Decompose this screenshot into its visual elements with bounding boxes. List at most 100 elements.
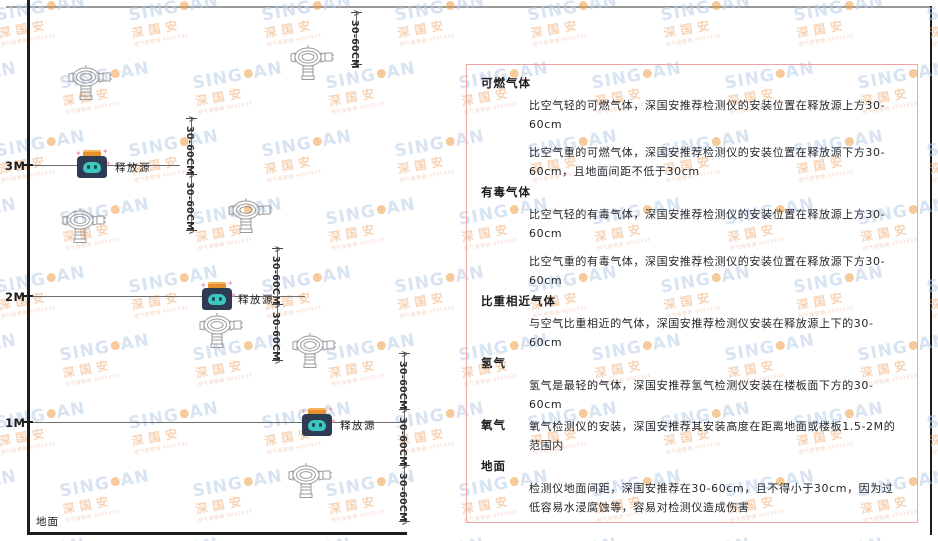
watermark-tagline: 燃气报警器 4001434	[197, 372, 253, 389]
watermark-tagline: 燃气报警器 4001434	[0, 32, 56, 49]
dimension-arrow-icon	[272, 360, 283, 361]
gas-detector-glyph	[62, 208, 106, 243]
section-body: 比空气轻的可燃气体，深国安推荐检测仪的安装位置在释放源上方30-60cm 比空气重…	[481, 96, 903, 181]
dimension-arrow-icon	[351, 12, 362, 13]
section-title: 有毒气体	[481, 185, 531, 199]
gas-detector-icon	[286, 460, 332, 502]
gas-detector-glyph	[68, 65, 112, 100]
gas-detector-glyph	[199, 313, 243, 348]
dimension-label: 30-60CM	[397, 361, 408, 410]
source-lead-line	[332, 422, 402, 423]
section-paragraph: 比空气轻的可燃气体，深国安推荐检测仪的安装位置在释放源上方30-60cm	[529, 99, 886, 131]
recommendation-section: 氢气 氢气是最轻的气体，深国安推荐氢气检测仪安装在楼板面下方的30-60cm	[481, 355, 903, 414]
watermark-tagline: 燃气报警器 4001434	[798, 32, 854, 49]
section-paragraph: 与空气比重相近的气体，深国安推荐检测仪安装在释放源上下的30-60cm	[529, 317, 874, 349]
gas-detector-glyph	[288, 463, 332, 498]
watermark-tagline: 燃气报警器 4001434	[64, 372, 120, 389]
section-paragraph: 比空气重的有毒气体，深国安推荐检测仪的安装位置在释放源下方30-60cm	[529, 255, 886, 287]
level-tick-3m	[22, 164, 33, 166]
source-cap	[83, 150, 101, 158]
dimension-line-stem	[356, 12, 357, 64]
watermark-dot-icon	[444, 272, 456, 283]
vertical-axis	[27, 0, 30, 533]
dimension-label: 30-60CM	[184, 126, 195, 175]
gas-detector-icon	[60, 205, 106, 247]
source-screen	[83, 162, 101, 173]
watermark-dot-icon	[375, 68, 387, 79]
dimension-label: 30-60CM	[397, 417, 408, 466]
watermark-company: 深国安	[529, 17, 583, 41]
sparkle-icon: ✦	[102, 147, 109, 156]
source-eye-right	[219, 297, 222, 301]
sparkle-icon: ✦	[330, 417, 337, 426]
watermark-company: 深国安	[61, 357, 115, 381]
sparkle-icon: ✦	[230, 291, 237, 300]
watermark-dot-icon	[375, 476, 387, 487]
section-paragraph: 氧气检测仪的安装，深国安推荐其安装高度在距离地面或楼板1.5-2M的范围内	[529, 420, 896, 452]
watermark-dot-icon	[178, 408, 190, 419]
gas-detector-glyph	[292, 333, 336, 368]
section-paragraph: 氢气是最轻的气体，深国安推荐氢气检测仪安装在楼板面下方的30-60cm	[529, 379, 874, 411]
watermark-dot-icon	[242, 68, 254, 79]
watermark-company: 深国安	[130, 17, 184, 41]
sparkle-icon: ✦	[227, 279, 234, 288]
sparkle-icon: ✦	[327, 405, 334, 414]
recommendation-section: 地面 检测仪地面间距，深国安推荐在30-60cm，且不得小于30cm，因为过低容易…	[481, 458, 903, 517]
sparkle-icon: ✦	[200, 281, 207, 290]
watermark-dot-icon	[375, 340, 387, 351]
watermark-dot-icon	[242, 476, 254, 487]
watermark-company: 深国安	[0, 77, 21, 110]
source-body	[302, 414, 332, 436]
watermark-company: 深国安	[263, 17, 317, 41]
dimension-arrow-icon	[272, 248, 283, 249]
level-tick-1m	[22, 421, 33, 423]
watermark-dot-icon	[109, 476, 121, 487]
watermark-dot-icon	[444, 408, 456, 419]
watermark-tagline: 燃气报警器 4001434	[330, 236, 386, 253]
watermark-tagline: 燃气报警器 4001434	[0, 440, 56, 457]
source-eye-left	[87, 165, 90, 169]
watermark-tagline: 燃气报警器 4001434	[0, 94, 22, 117]
dimension-arrow-icon	[272, 304, 283, 305]
dimension-arrow-icon	[399, 353, 410, 354]
source-eye-right	[319, 423, 322, 427]
watermark-tagline: 燃气报警器 4001434	[665, 32, 721, 49]
watermark-company: 深国安	[396, 17, 450, 41]
watermark-tagline: 燃气报警器 4001434	[64, 508, 120, 525]
gas-detector-glyph	[290, 45, 334, 80]
recommendation-section: 氧气 氧气检测仪的安装，深国安推荐其安装高度在距离地面或楼板1.5-2M的范围内	[481, 417, 903, 455]
dimension-arrow-icon	[186, 174, 197, 175]
level-label-1m: 1M	[5, 416, 26, 430]
section-title: 地面	[481, 459, 506, 473]
watermark-dot-icon	[109, 340, 121, 351]
recommendation-panel: 可燃气体 比空气轻的可燃气体，深国安推荐检测仪的安装位置在释放源上方30-60cm…	[466, 64, 918, 523]
watermark-dot-icon	[109, 204, 121, 215]
ground-baseline	[27, 532, 407, 535]
section-paragraph: 比空气轻的有毒气体，深国安推荐检测仪的安装位置在释放源上方30-60cm	[529, 208, 886, 240]
watermark-tagline: 燃气报警器 4001434	[133, 32, 189, 49]
watermark-dot-icon	[45, 272, 57, 283]
dimension-label: 30-60CM	[270, 312, 281, 361]
